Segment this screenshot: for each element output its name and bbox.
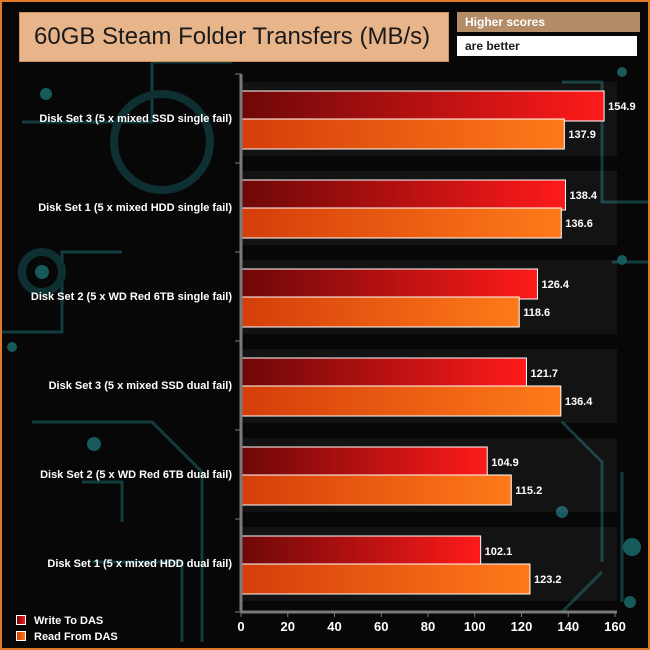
bar-write (241, 179, 567, 211)
x-tick-label: 160 (604, 619, 626, 634)
value-label-read: 137.9 (568, 129, 596, 141)
higher-scores-note: Higher scores (457, 12, 640, 32)
value-label-write: 104.9 (491, 457, 519, 469)
x-tick-label: 60 (374, 619, 388, 634)
value-label-read: 118.6 (523, 307, 550, 319)
value-label-write: 126.4 (541, 279, 569, 291)
value-label-write: 154.9 (608, 101, 636, 113)
bar-read (241, 474, 512, 506)
value-label-write: 138.4 (570, 190, 598, 202)
bar-read (241, 563, 531, 595)
x-tick-label: 80 (421, 619, 435, 634)
x-tick-label: 40 (327, 619, 341, 634)
legend-label-write: Write To DAS (34, 615, 104, 627)
category-label: Disk Set 3 (5 x mixed SSD single fail) (39, 113, 232, 125)
category-label: Disk Set 2 (5 x WD Red 6TB dual fail) (40, 469, 232, 481)
read-swatch-icon (16, 631, 26, 641)
value-label-read: 136.6 (565, 218, 593, 230)
x-tick-label: 20 (281, 619, 295, 634)
legend-label-read: Read From DAS (34, 631, 118, 643)
category-label: Disk Set 2 (5 x WD Red 6TB single fail) (31, 291, 232, 303)
x-tick-label: 120 (511, 619, 533, 634)
x-tick-label: 0 (237, 619, 244, 634)
value-label-read: 123.2 (534, 574, 562, 586)
legend-item-write: Write To DAS (16, 614, 103, 628)
x-tick-label: 100 (464, 619, 486, 634)
bar-read (241, 118, 565, 150)
value-label-read: 136.4 (565, 396, 593, 408)
category-label: Disk Set 1 (5 x mixed HDD single fail) (38, 202, 232, 214)
bar-read (241, 207, 562, 239)
value-label-read: 115.2 (515, 485, 542, 497)
value-label-write: 121.7 (530, 368, 558, 380)
are-better-note: are better (457, 36, 637, 56)
chart-title: 60GB Steam Folder Transfers (MB/s) (19, 12, 449, 62)
category-label: Disk Set 3 (5 x mixed SSD dual fail) (49, 380, 233, 392)
value-label-write: 102.1 (485, 546, 513, 558)
bar-write (241, 446, 488, 478)
write-swatch-icon (16, 615, 26, 625)
bar-write (241, 268, 538, 300)
bar-read (241, 385, 562, 417)
x-tick-label: 140 (557, 619, 579, 634)
bar-write (241, 90, 605, 122)
legend-item-read: Read From DAS (16, 630, 118, 644)
bar-write (241, 535, 482, 567)
bar-write (241, 357, 527, 389)
bar-read (241, 296, 520, 328)
category-label: Disk Set 1 (5 x mixed HDD dual fail) (47, 558, 232, 570)
